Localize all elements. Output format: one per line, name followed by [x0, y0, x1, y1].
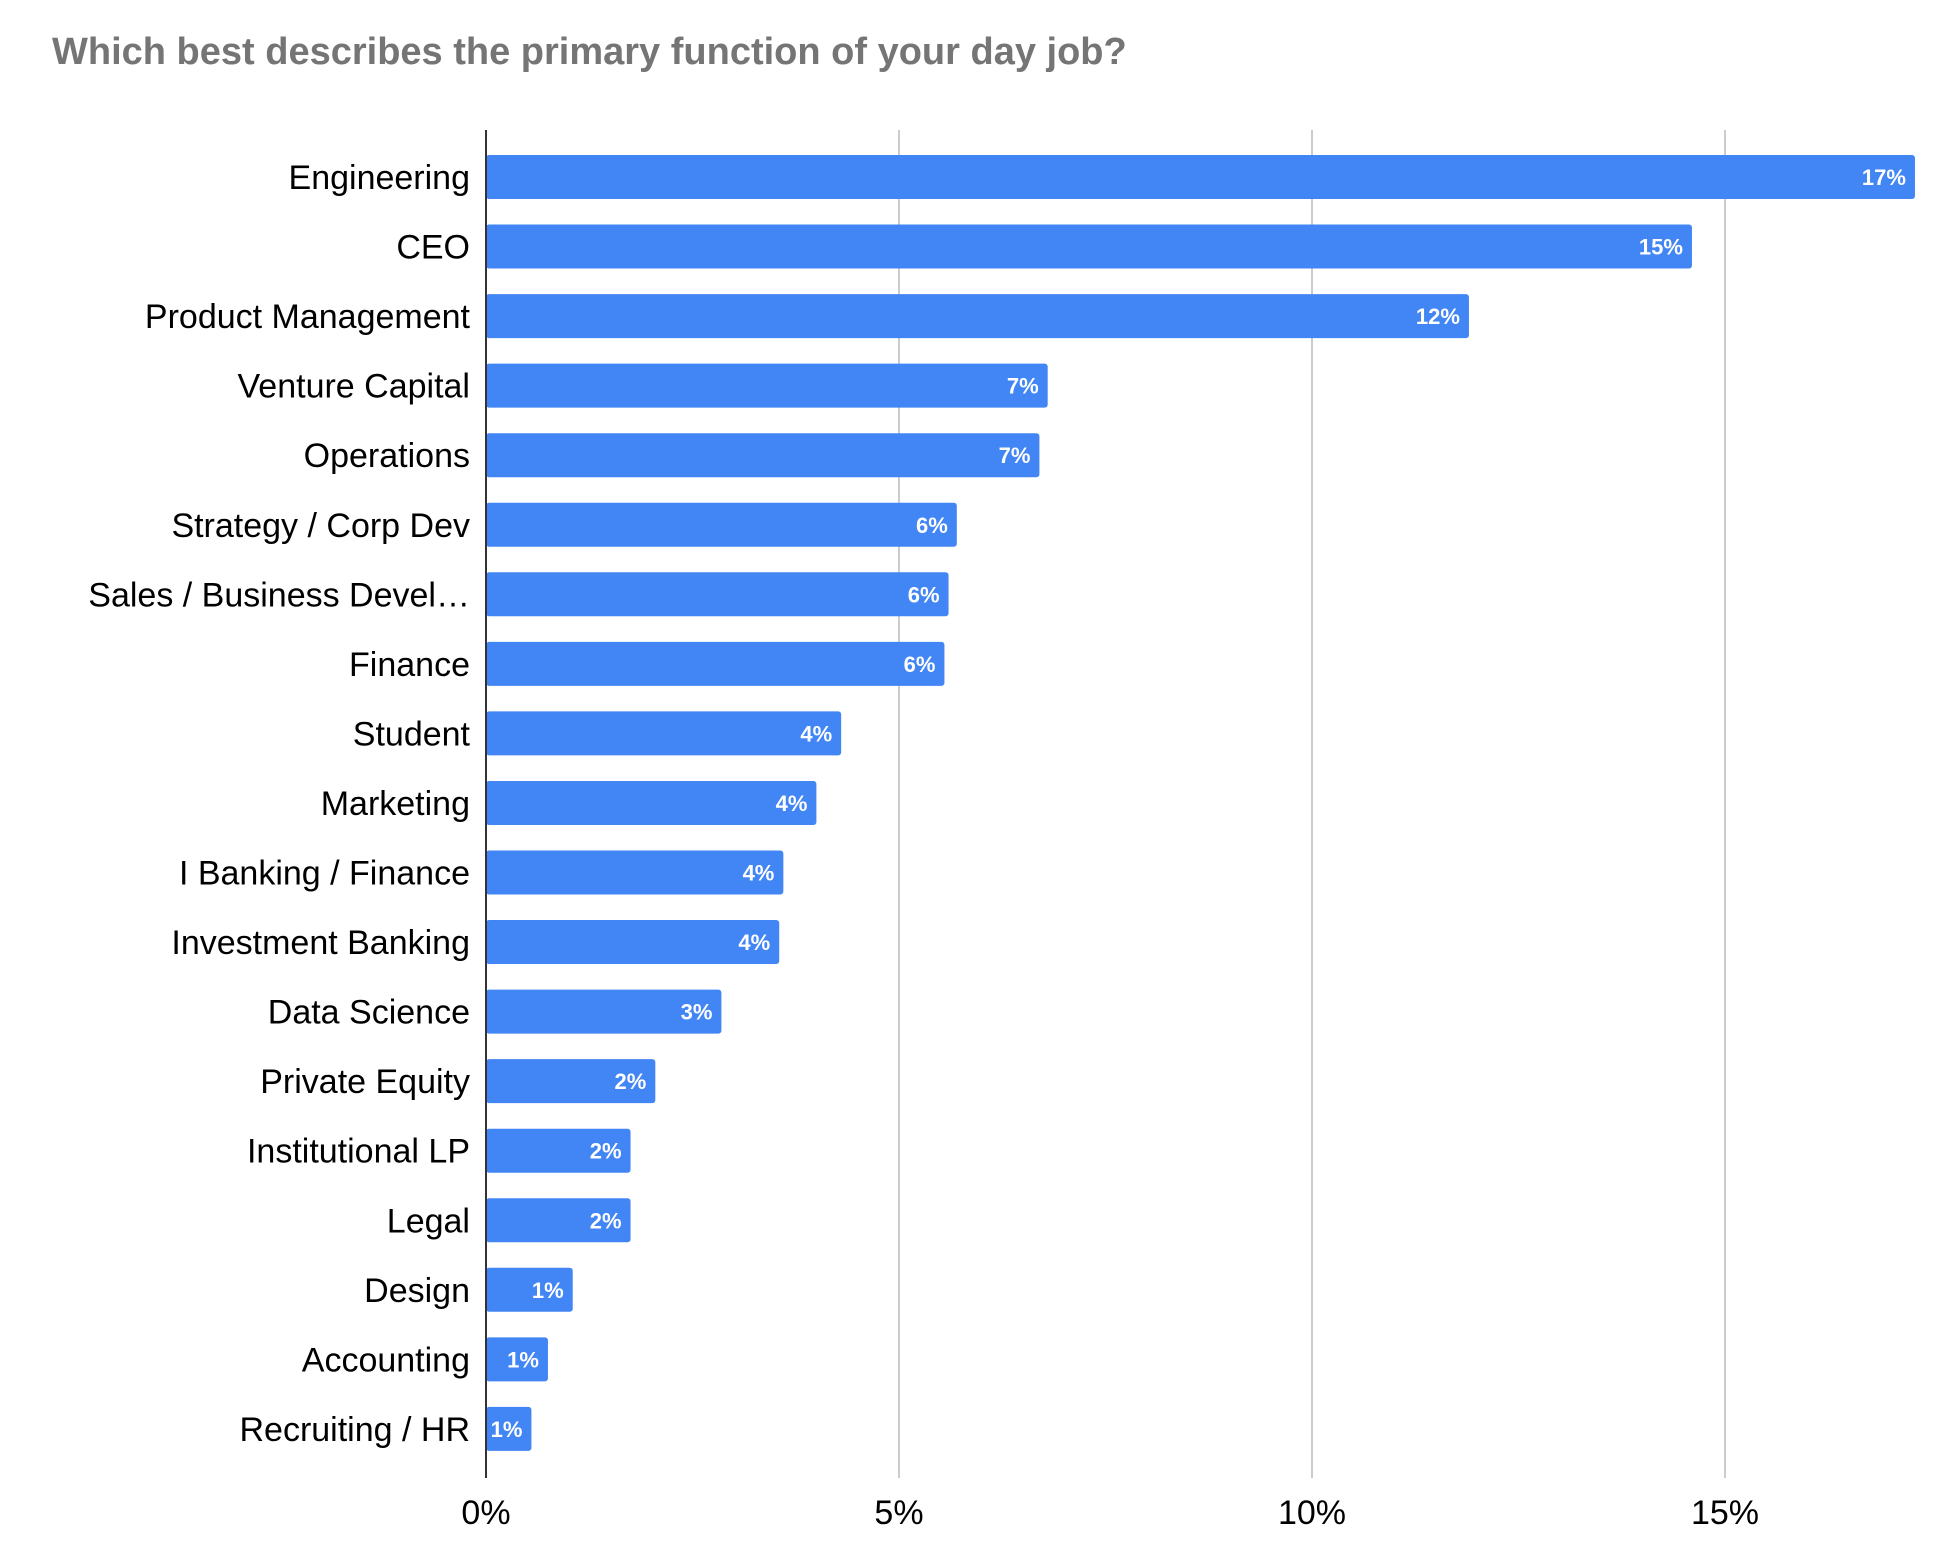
category-label: Data Science [268, 994, 470, 1032]
category-label: Accounting [302, 1341, 470, 1379]
bar-data-label: 7% [999, 443, 1031, 468]
bar-data-label: 1% [532, 1278, 564, 1303]
bar [486, 363, 1048, 408]
bar [486, 502, 957, 547]
bar-data-label: 12% [1416, 304, 1460, 329]
bar [486, 1337, 548, 1382]
bar [486, 224, 1692, 269]
bar-data-label: 6% [904, 652, 936, 677]
x-tick-label: 0% [461, 1494, 510, 1532]
bar-data-label: 4% [776, 791, 808, 816]
bar [486, 711, 842, 756]
bar-data-label: 3% [681, 1000, 713, 1025]
bar-data-label: 15% [1639, 235, 1683, 260]
bar [486, 1198, 631, 1243]
chart-title: Which best describes the primary functio… [52, 31, 1127, 73]
bar-data-label: 4% [800, 721, 832, 746]
bars: 17% 15% 12% 7% 7% 6% 6% 6% 4% 4% 4% 4% 3% 2% 2% 2% 1% 1% 1… [486, 155, 1915, 1451]
bar-data-label: 2% [590, 1208, 622, 1233]
category-label: Private Equity [260, 1063, 470, 1101]
x-tick-label: 5% [874, 1494, 923, 1532]
category-labels: Engineering CEO Product Management Venture … [88, 159, 470, 1449]
bar [486, 1406, 532, 1451]
x-tick-label: 10% [1278, 1494, 1346, 1532]
bar-data-label: 7% [1007, 374, 1039, 399]
category-label: Sales / Business Devel… [88, 576, 470, 614]
category-label: Product Management [145, 298, 471, 336]
bar-data-label: 2% [615, 1069, 647, 1094]
bar-data-label: 17% [1862, 165, 1906, 190]
bar [486, 294, 1469, 339]
bar [486, 572, 949, 617]
x-axis-ticks: 0% 5% 10% 15% [461, 1494, 1759, 1532]
bar [486, 641, 945, 686]
category-label: Marketing [321, 785, 470, 823]
bar [486, 1059, 656, 1104]
gridlines [898, 130, 1726, 1478]
category-label: I Banking / Finance [179, 855, 470, 893]
bar-data-label: 6% [916, 513, 948, 538]
bar-data-label: 2% [590, 1139, 622, 1164]
category-label: Investment Banking [171, 924, 470, 962]
category-label: CEO [396, 229, 470, 267]
category-label: Finance [349, 646, 470, 684]
bar-data-label: 4% [743, 861, 775, 886]
category-label: Recruiting / HR [239, 1411, 470, 1449]
bar-data-label: 1% [507, 1347, 539, 1372]
x-tick-label: 15% [1691, 1494, 1759, 1532]
bar [486, 433, 1040, 478]
bar [486, 989, 722, 1034]
bar-data-label: 6% [908, 582, 940, 607]
bar-data-label: 4% [738, 930, 770, 955]
category-label: Engineering [289, 159, 470, 197]
bar [486, 780, 817, 825]
category-label: Legal [387, 1202, 470, 1240]
bar [486, 1128, 631, 1173]
bar-data-label: 1% [491, 1417, 523, 1442]
bar [486, 155, 1915, 199]
category-label: Institutional LP [247, 1133, 470, 1171]
bar [486, 850, 784, 895]
category-label: Operations [304, 437, 470, 475]
category-label: Student [353, 715, 471, 753]
category-label: Venture Capital [238, 368, 471, 406]
bar [486, 920, 780, 965]
category-label: Design [364, 1272, 470, 1310]
category-label: Strategy / Corp Dev [171, 507, 470, 545]
bar [486, 1267, 573, 1312]
